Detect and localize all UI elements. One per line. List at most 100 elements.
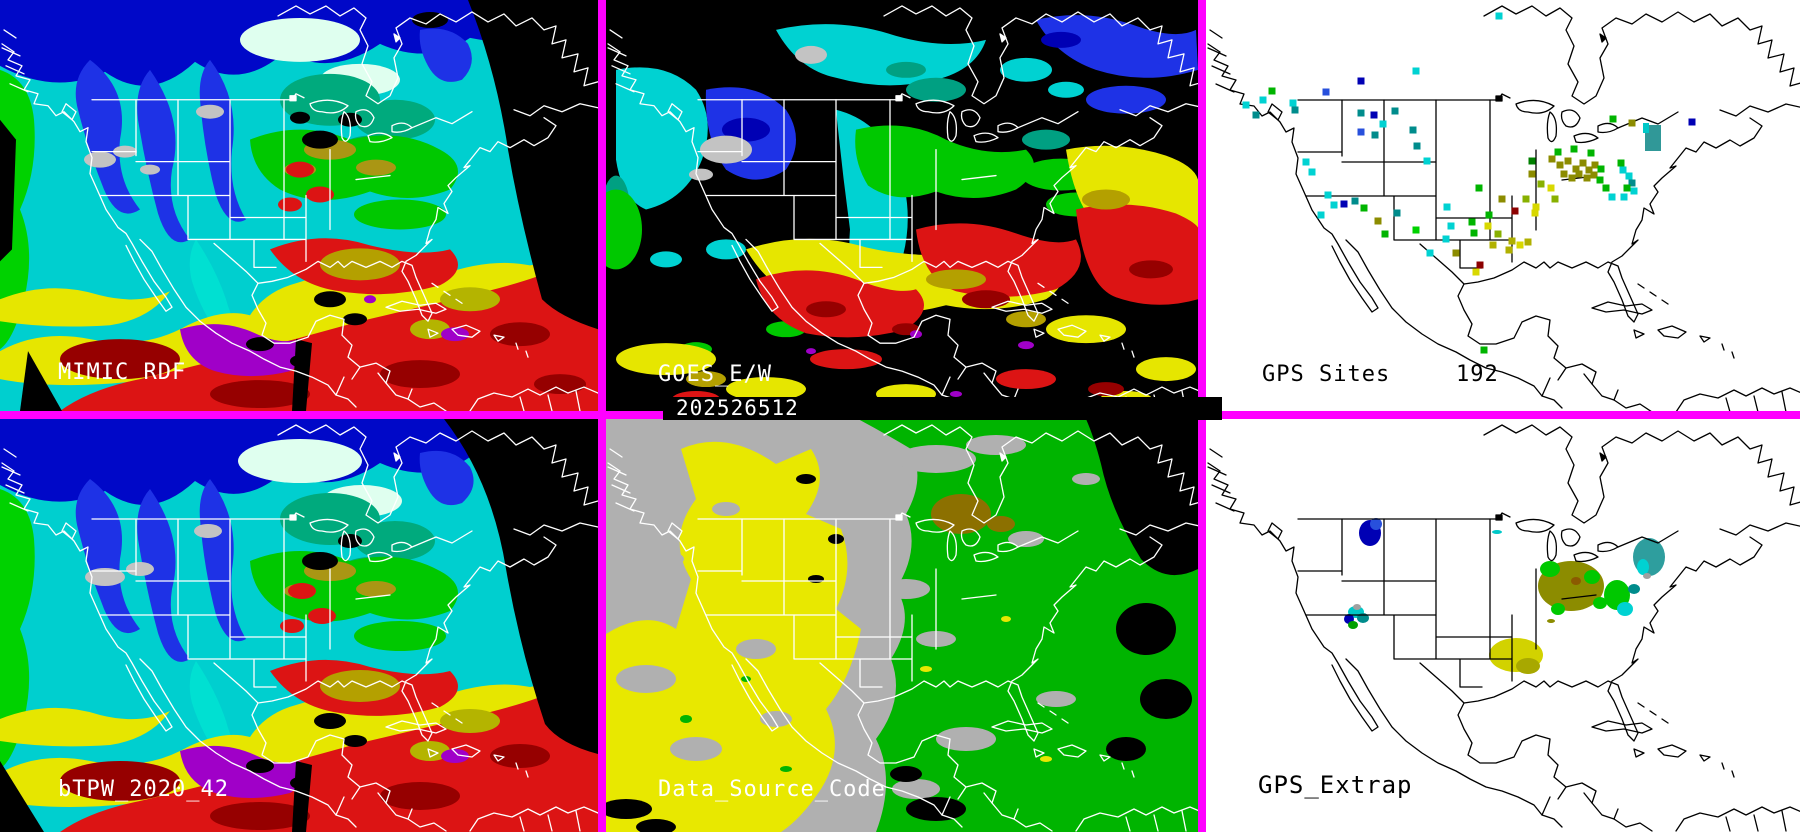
gps-site-dot (1537, 180, 1545, 188)
gps-site-dot (1568, 174, 1576, 182)
timestamp-text: 202526512 (676, 396, 799, 420)
gps-site-dot (1357, 109, 1365, 117)
gps-extrap-blob (1571, 577, 1581, 585)
gps-site-dot (1409, 126, 1417, 134)
gps-site-dot (1548, 155, 1556, 163)
gps-extrap-blob (1370, 518, 1382, 530)
gps-site-dot (1379, 120, 1387, 128)
gps-site-dot (1630, 187, 1638, 195)
gps-site-dot (1643, 123, 1649, 133)
gps-site-dot (1688, 118, 1696, 126)
gps-site-dot (1495, 12, 1503, 20)
gps-site-dot (1308, 168, 1316, 176)
gps-extrap-blob (1547, 619, 1555, 623)
timestamp-bar: 202526512 (663, 397, 1222, 420)
panel-gps-extrap: GPS_Extrap (1206, 419, 1800, 832)
gps-site-dot (1623, 184, 1631, 192)
gps-site-dot (1572, 165, 1580, 173)
mimic-rdf-map-image (0, 0, 598, 411)
gps-site-dot (1317, 211, 1325, 219)
gps-site-dot (1489, 241, 1497, 249)
gps-site-dot (1597, 165, 1605, 173)
panel-label-btpw: bTPW_2020_42 (58, 777, 229, 802)
gps-site-dot (1291, 106, 1299, 114)
panel-label-data-source-code: Data_Source_Code (658, 777, 886, 802)
gps-extrap-blob (1353, 604, 1361, 610)
gps-site-dot (1360, 204, 1368, 212)
gps-site-dot (1579, 159, 1587, 167)
gps-extrap-blob (1637, 559, 1649, 575)
gps-site-dot (1340, 200, 1348, 208)
gps-site-dot (1468, 218, 1476, 226)
gps-site-dot (1447, 222, 1455, 230)
gps-extrap-blob (1348, 621, 1358, 629)
gps-site-dot (1560, 170, 1568, 178)
goes-ew-map-image (606, 0, 1198, 411)
gps-site-dot (1370, 111, 1378, 119)
gps-extrap-blob (1551, 603, 1565, 615)
gps-site-dot (1289, 99, 1297, 107)
gps-site-dot (1412, 67, 1420, 75)
gps-site-dot (1591, 161, 1599, 169)
gps-site-dot (1625, 172, 1633, 180)
gps-extrap-blob (1617, 602, 1633, 616)
gps-site-dot (1485, 211, 1493, 219)
gps-site-dot (1511, 207, 1519, 215)
gps-sites-map-image (1206, 0, 1800, 411)
gps-site-dot (1585, 166, 1593, 174)
gps-site-dot (1476, 261, 1484, 269)
data-source-code-map-image (606, 419, 1198, 832)
panel-label-gps-extrap: GPS_Extrap (1258, 771, 1413, 799)
gps-site-dot (1556, 161, 1564, 169)
gps-site-dot (1494, 230, 1502, 238)
gps-site-dot (1508, 237, 1516, 245)
gps-site-dot (1528, 170, 1536, 178)
gps-site-dot (1443, 203, 1451, 211)
gps-site-dot (1554, 148, 1562, 156)
gps-site-dot (1516, 241, 1524, 249)
gps-site-dot (1330, 201, 1338, 209)
gps-site-dot (1423, 157, 1431, 165)
gps-extrap-blob (1584, 570, 1600, 584)
gps-site-dot (1564, 157, 1572, 165)
panel-data-source-code: Data_Source_Code (606, 419, 1198, 832)
gps-site-dot (1628, 119, 1636, 127)
gps-site-dot (1259, 96, 1267, 104)
panel-btpw: bTPW_2020_42 (0, 419, 598, 832)
gps-site-dot (1528, 157, 1536, 165)
gps-extrap-blob (1516, 658, 1540, 674)
gps-site-dot (1324, 191, 1332, 199)
gps-site-dot (1596, 176, 1604, 184)
gps-site-dot (1498, 195, 1506, 203)
panel-gps-sites: GPS Sites 192 (1206, 0, 1800, 411)
panel-goes-ew: GOES_E/W (606, 0, 1198, 411)
gps-site-dot (1505, 246, 1513, 254)
panel-mimic-rdf: MIMIC RDF (0, 0, 598, 411)
gps-site-dot (1472, 268, 1480, 276)
gps-site-dot (1371, 131, 1379, 139)
gps-extrap-blobs (1344, 518, 1665, 674)
gps-site-dot (1268, 87, 1276, 95)
gps-site-dot (1426, 249, 1434, 257)
gps-extrap-map-image (1206, 419, 1800, 832)
gps-site-dot (1628, 179, 1636, 187)
gps-site-dot (1609, 115, 1617, 123)
gps-site-dot (1442, 235, 1450, 243)
gps-site-dot (1302, 158, 1310, 166)
gps-site-dot (1252, 111, 1260, 119)
gps-extrap-blob (1492, 530, 1502, 534)
gps-site-dot (1608, 193, 1616, 201)
gps-site-dot (1570, 145, 1578, 153)
gps-site-dot (1619, 166, 1627, 174)
gps-site-dot (1391, 107, 1399, 115)
gps-site-dot (1413, 142, 1421, 150)
gps-site-dot (1547, 184, 1555, 192)
gps-extrap-blob (1628, 584, 1640, 594)
gps-site-dot (1374, 217, 1382, 225)
gps-site-dot (1452, 249, 1460, 257)
gps-site-dot (1532, 203, 1540, 211)
panel-label-mimic-rdf: MIMIC RDF (58, 360, 187, 385)
gps-site-dot (1617, 159, 1625, 167)
gps-site-dot (1583, 174, 1591, 182)
